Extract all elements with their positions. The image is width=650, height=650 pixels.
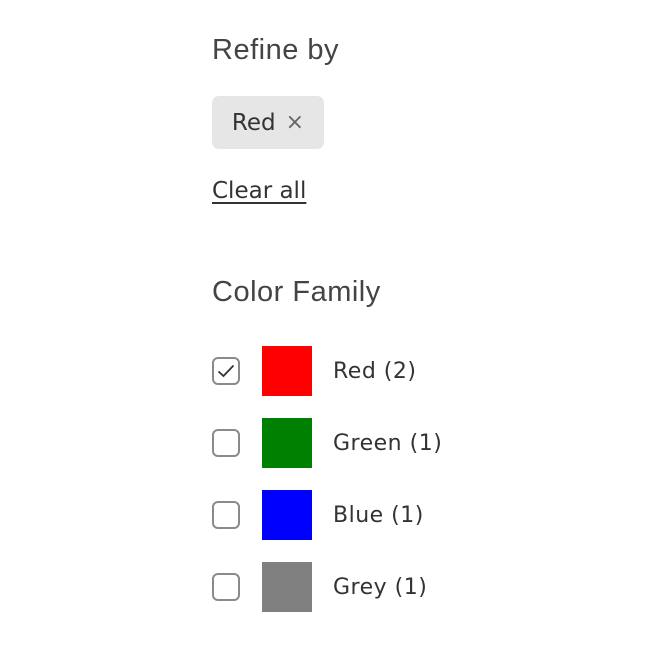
chip-label: Red (231, 109, 276, 136)
color-swatch (262, 418, 312, 468)
color-swatch (262, 490, 312, 540)
color-filter-grey[interactable]: Grey (1) (212, 562, 427, 612)
checkbox[interactable] (212, 501, 240, 529)
active-filter-chip-red[interactable]: Red × (212, 96, 324, 149)
checkbox[interactable] (212, 573, 240, 601)
color-filter-label: Green (1) (333, 430, 443, 456)
color-filter-label: Red (2) (333, 358, 417, 384)
color-filter-label: Blue (1) (333, 502, 424, 528)
checkbox[interactable] (212, 429, 240, 457)
color-filter-red[interactable]: Red (2) (212, 346, 416, 396)
close-icon[interactable]: × (285, 110, 305, 135)
color-filter-green[interactable]: Green (1) (212, 418, 442, 468)
color-swatch (262, 346, 312, 396)
color-family-heading: Color Family (212, 276, 381, 308)
color-filter-blue[interactable]: Blue (1) (212, 490, 424, 540)
clear-all-link[interactable]: Clear all (212, 178, 307, 204)
checkbox[interactable] (212, 357, 240, 385)
color-filter-label: Grey (1) (333, 574, 428, 600)
refine-by-heading: Refine by (212, 34, 340, 66)
checkmark-icon (217, 364, 235, 378)
color-swatch (262, 562, 312, 612)
